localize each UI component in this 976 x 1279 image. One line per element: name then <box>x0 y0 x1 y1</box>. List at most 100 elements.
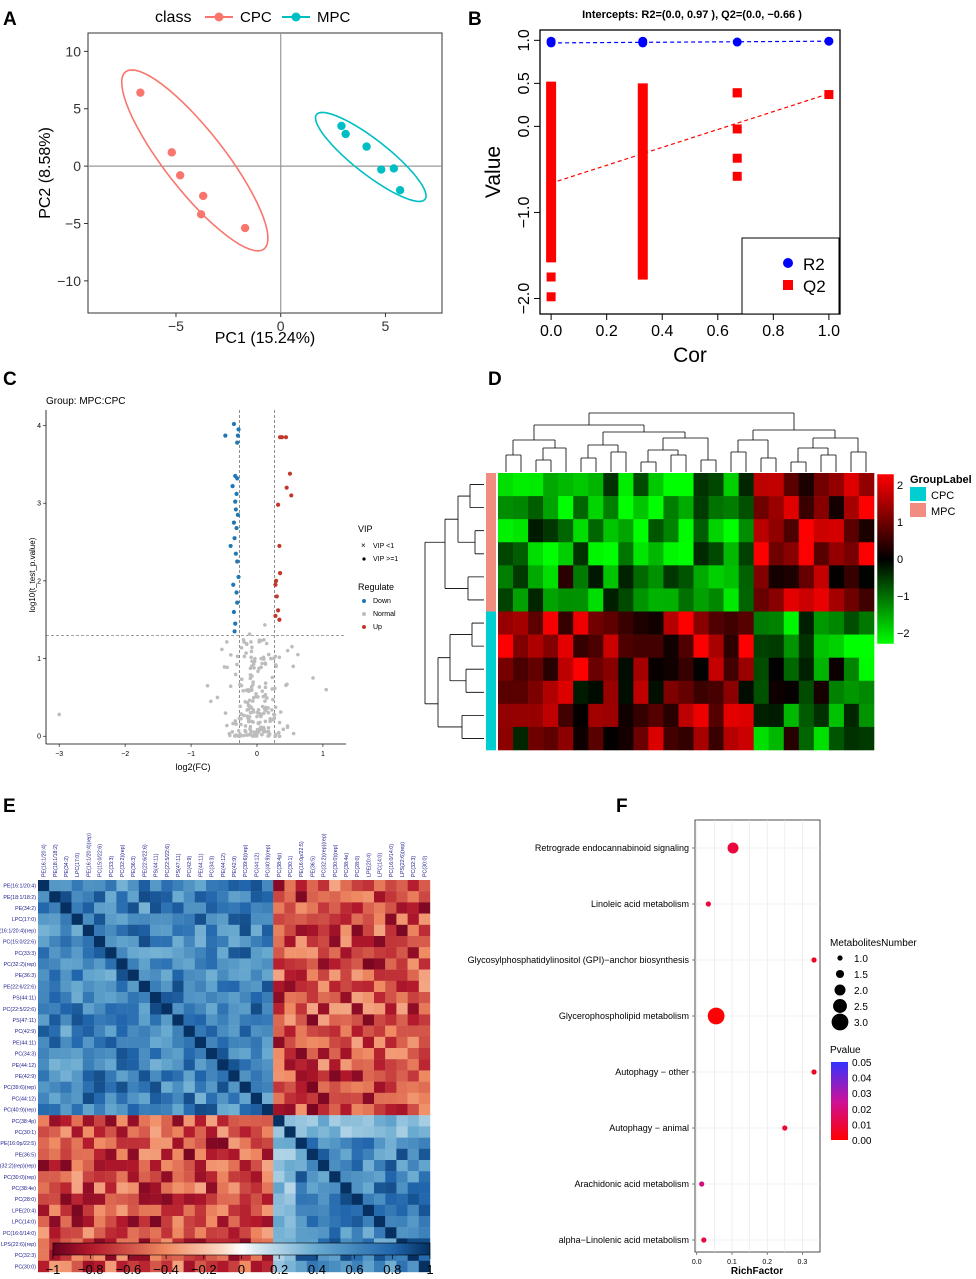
corr-cell-31-2 <box>60 1227 72 1239</box>
corr-cell-24-10 <box>150 1148 162 1161</box>
corr-cell-23-11 <box>161 1137 173 1149</box>
corr-cell-20-6 <box>105 1104 117 1116</box>
corr-cell-0-5 <box>94 880 106 892</box>
corr-cell-9-17 <box>228 980 240 993</box>
corr-cell-16-23 <box>295 1059 307 1071</box>
heatmap-cell-1-20 <box>798 496 815 520</box>
corr-cell-5-4 <box>82 936 95 948</box>
corr-cell-8-8 <box>127 969 139 981</box>
corr-row-label-33: PC(32:3) <box>15 1253 36 1259</box>
corr-cell-14-7 <box>116 1036 128 1049</box>
corr-cell-3-6 <box>105 913 117 925</box>
corr-cell-4-0 <box>38 924 50 937</box>
corr-cell-14-27 <box>340 1036 352 1049</box>
corr-cell-7-19 <box>250 958 263 970</box>
corr-cell-16-34 <box>418 1059 431 1071</box>
corr-cell-5-23 <box>295 936 307 948</box>
corr-cell-11-28 <box>351 1003 363 1015</box>
corr-cell-8-7 <box>116 969 128 981</box>
heatmap-cell-2-0 <box>498 519 514 543</box>
corr-col-label-34: PC(30:0) <box>422 856 428 877</box>
volcano-plot-area <box>46 410 346 744</box>
corr-cell-3-2 <box>60 913 72 925</box>
heatmap-cell-1-0 <box>498 496 514 520</box>
corr-cell-27-26 <box>329 1182 341 1194</box>
pvalue-tick-label-4: 0.01 <box>852 1120 872 1131</box>
corr-cell-6-28 <box>351 947 363 959</box>
volcano-y-tick-label-1: 1 <box>37 656 41 663</box>
corr-cell-25-29 <box>362 1160 375 1172</box>
heatmap-cell-4-17 <box>753 565 770 589</box>
volcano-normal-point-181 <box>249 706 254 710</box>
corr-cell-12-12 <box>172 1014 184 1026</box>
heatmap-cell-8-10 <box>648 657 664 682</box>
volcano-normal-point-24 <box>269 656 273 661</box>
corr-cell-25-21 <box>273 1160 285 1172</box>
corr-cell-7-8 <box>127 958 139 970</box>
corr-cell-7-29 <box>362 958 375 970</box>
corr-cell-7-12 <box>172 958 184 970</box>
heatmap-cell-8-1 <box>513 657 529 682</box>
volcano-normal-point-75 <box>263 693 268 697</box>
heatmap-cell-5-16 <box>738 588 754 612</box>
volcano-normal-point-77 <box>249 649 254 654</box>
corr-cell-1-31 <box>385 891 397 903</box>
corr-cell-19-5 <box>94 1092 106 1105</box>
corr-cell-26-32 <box>396 1171 408 1183</box>
volcano-y-tick-label-4: 4 <box>37 423 41 430</box>
corr-cell-18-11 <box>161 1081 173 1093</box>
heatmap-colorbar-ticks: 210−1−2 <box>897 480 910 640</box>
corr-cell-9-15 <box>206 980 218 993</box>
corr-cell-1-30 <box>374 891 386 903</box>
corr-cell-34-33 <box>407 1260 419 1273</box>
heatmap-cell-10-11 <box>663 703 679 728</box>
volcano-down-point-9 <box>233 499 238 504</box>
corr-cell-12-34 <box>418 1014 431 1026</box>
corr-cell-12-8 <box>127 1014 139 1026</box>
corr-cell-13-0 <box>38 1025 50 1037</box>
heatmap-cell-6-6 <box>588 611 604 635</box>
corr-cell-8-4 <box>82 969 95 981</box>
corr-cell-19-31 <box>385 1092 397 1105</box>
heatmap-cell-4-21 <box>813 565 830 589</box>
corr-cell-16-11 <box>161 1059 173 1071</box>
corr-cell-16-6 <box>105 1059 117 1071</box>
pathway-dot-4 <box>811 1069 817 1075</box>
corr-cell-10-7 <box>116 992 128 1004</box>
corr-cell-20-24 <box>306 1104 319 1116</box>
heatmap-cell-11-14 <box>708 726 724 751</box>
corr-cell-24-21 <box>273 1148 285 1161</box>
corr-cell-24-0 <box>38 1148 50 1161</box>
corr-cell-24-30 <box>374 1148 386 1161</box>
volcano-down-point-0 <box>231 421 237 427</box>
pca-y-tick-label-2: 0 <box>73 158 81 174</box>
corr-cell-30-6 <box>105 1216 117 1228</box>
heatmap-cell-8-2 <box>528 657 544 682</box>
corr-cell-14-1 <box>49 1036 61 1049</box>
corr-cell-11-6 <box>105 1003 117 1015</box>
corr-cell-8-3 <box>71 969 83 981</box>
corr-cell-21-32 <box>396 1115 408 1127</box>
pvalue-tick-label-0: 0.05 <box>852 1058 872 1069</box>
corr-cell-13-20 <box>262 1025 274 1037</box>
corr-cell-30-23 <box>295 1216 307 1228</box>
corr-col-label-15: PC(34:3) <box>210 856 216 877</box>
corr-cell-16-17 <box>228 1059 240 1071</box>
corr-cell-23-18 <box>239 1137 251 1149</box>
heatmap-cell-0-8 <box>618 473 634 497</box>
corr-cell-3-9 <box>138 913 151 925</box>
corr-cell-5-27 <box>340 936 352 948</box>
corr-cell-23-32 <box>396 1137 408 1149</box>
corr-cell-15-24 <box>306 1048 319 1060</box>
perm-q2-bands <box>546 81 648 280</box>
corr-cell-7-31 <box>385 958 397 970</box>
corr-cell-22-4 <box>82 1126 95 1138</box>
corr-row-label-8: PE(36:3) <box>15 973 36 979</box>
corr-cell-9-25 <box>318 980 330 993</box>
pca-legend-title: class <box>155 9 191 26</box>
heatmap-cell-7-15 <box>723 634 739 658</box>
heatmap-cell-3-11 <box>663 542 679 566</box>
corr-cell-18-24 <box>306 1081 319 1093</box>
volcano-down-point-16 <box>233 551 238 556</box>
corr-cell-13-11 <box>161 1025 173 1037</box>
